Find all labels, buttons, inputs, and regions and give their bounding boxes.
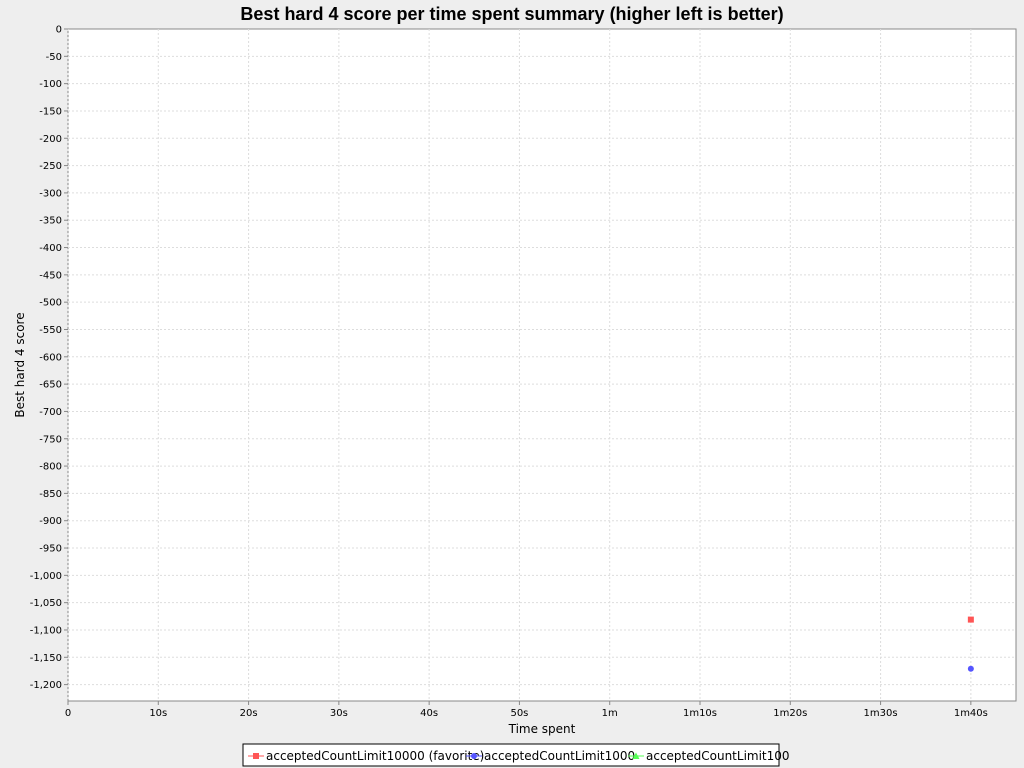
y-tick-label: -500 xyxy=(39,298,62,309)
y-tick-label: -650 xyxy=(39,380,62,391)
y-tick-label: -1,200 xyxy=(30,680,62,691)
plot-area xyxy=(67,28,1017,702)
y-tick-label: -100 xyxy=(39,79,62,90)
y-tick-label: -350 xyxy=(39,216,62,227)
y-tick-label: -1,000 xyxy=(30,571,62,582)
legend-label: acceptedCountLimit1000 xyxy=(484,749,635,763)
y-tick-label: -900 xyxy=(39,516,62,527)
x-tick-label: 30s xyxy=(330,708,348,719)
y-tick-label: -1,100 xyxy=(30,625,62,636)
x-tick-label: 1m xyxy=(602,708,618,719)
data-points xyxy=(967,616,974,672)
legend-box xyxy=(242,743,780,767)
legend: acceptedCountLimit10000 (favorite) accept… xyxy=(242,743,790,767)
y-tick-label: -200 xyxy=(39,134,62,145)
legend-marker xyxy=(253,753,259,759)
y-tick-label: 0 xyxy=(56,25,62,36)
x-tick-label: 20s xyxy=(240,708,258,719)
y-tick-label: -450 xyxy=(39,270,62,281)
y-axis-label: Best hard 4 score xyxy=(13,312,27,417)
y-tick-label: -600 xyxy=(39,352,62,363)
y-tick-label: -850 xyxy=(39,489,62,500)
x-tick-label: 10s xyxy=(149,708,167,719)
data-point xyxy=(967,665,974,672)
y-tick-label: -150 xyxy=(39,106,62,117)
x-tick-label: 40s xyxy=(420,708,438,719)
y-tick-label: -950 xyxy=(39,544,62,555)
x-tick-label: 1m40s xyxy=(954,708,988,719)
legend-marker xyxy=(471,753,477,759)
x-tick-label: 1m30s xyxy=(864,708,898,719)
x-tick-label: 0 xyxy=(65,708,71,719)
x-tick-label: 1m20s xyxy=(773,708,807,719)
y-tick-label: -50 xyxy=(46,52,62,63)
y-tick-label: -750 xyxy=(39,434,62,445)
legend-label: acceptedCountLimit100 xyxy=(646,749,790,763)
x-tick-label: 50s xyxy=(510,708,528,719)
y-tick-label: -1,050 xyxy=(30,598,62,609)
y-axis: 0 -50 -100 -150 -200 -250 -300 -350 -400 -450 -500… xyxy=(30,25,68,691)
y-tick-label: -550 xyxy=(39,325,62,336)
grid-lines xyxy=(67,29,1016,701)
y-tick-label: -700 xyxy=(39,407,62,418)
y-tick-label: -250 xyxy=(39,161,62,172)
y-tick-label: -400 xyxy=(39,243,62,254)
y-tick-label: -1,150 xyxy=(30,653,62,664)
y-tick-label: -300 xyxy=(39,188,62,199)
x-axis-label: Time spent xyxy=(508,722,576,736)
chart-title: Best hard 4 score per time spent summary… xyxy=(240,4,783,24)
data-point xyxy=(967,616,974,623)
legend-marker xyxy=(632,752,640,759)
y-tick-label: -800 xyxy=(39,462,62,473)
x-tick-label: 1m10s xyxy=(683,708,717,719)
x-axis: 0 10s 20s 30s 40s 50s 1m 1m10s 1m20s 1m30s 1m40s xyxy=(65,701,988,719)
legend-label: acceptedCountLimit10000 (favorite) xyxy=(266,749,484,763)
